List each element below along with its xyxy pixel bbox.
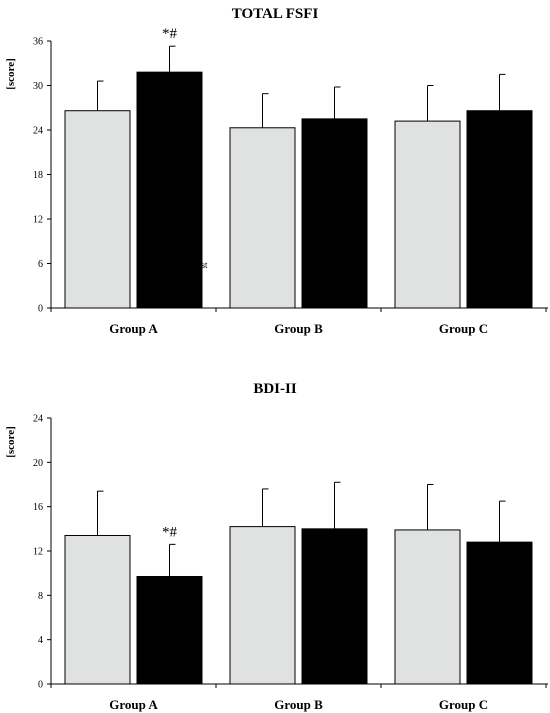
category-label: Group C: [439, 321, 488, 336]
y-tick-label: 0: [38, 680, 43, 691]
bar: [64, 534, 131, 685]
y-tick-label: 8: [38, 591, 43, 602]
y-axis-label: [score]: [5, 426, 17, 458]
y-tick-label: 18: [33, 170, 43, 181]
y-tick-label: 16: [33, 502, 43, 513]
bar: [136, 575, 203, 685]
bar: [466, 110, 533, 309]
bar: [301, 528, 368, 685]
bar: [466, 541, 533, 685]
y-axis-label: [score]: [5, 58, 17, 90]
y-tick-label: 0: [38, 304, 43, 315]
y-tick-label: 4: [38, 635, 43, 646]
y-tick-label: 24: [33, 126, 43, 137]
category-label: Group B: [274, 697, 323, 712]
bar: [301, 118, 368, 309]
bar: [394, 529, 461, 685]
significance-label: *#: [162, 524, 178, 540]
y-tick-label: 6: [38, 259, 43, 270]
fsfi-chart-panel: TOTAL FSFI [score] 0 6 12 18 24 30 36 Group A Grou…: [5, 6, 548, 336]
chart-title: BDI-II: [253, 381, 297, 397]
y-tick-label: 24: [33, 414, 43, 425]
chart-title: TOTAL FSFI: [232, 6, 319, 22]
category-label: Group A: [109, 697, 158, 712]
stray-text: st: [201, 261, 208, 270]
category-label: Group A: [109, 321, 158, 336]
bar: [64, 110, 131, 309]
y-tick-label: 12: [33, 215, 43, 226]
y-tick-label: 36: [33, 37, 43, 48]
y-tick-label: 20: [33, 458, 43, 469]
significance-label: *#: [162, 26, 178, 42]
bdi-chart-panel: BDI-II [score] 0 4 8 12 16 20 24 Group A Group B Gr…: [5, 381, 548, 712]
y-tick-label: 12: [33, 547, 43, 558]
category-label: Group B: [274, 321, 323, 336]
bar: [229, 127, 296, 309]
category-label: Group C: [439, 697, 488, 712]
bar: [229, 526, 296, 685]
y-tick-label: 30: [33, 81, 43, 92]
bar: [136, 71, 203, 309]
bar: [394, 120, 461, 309]
